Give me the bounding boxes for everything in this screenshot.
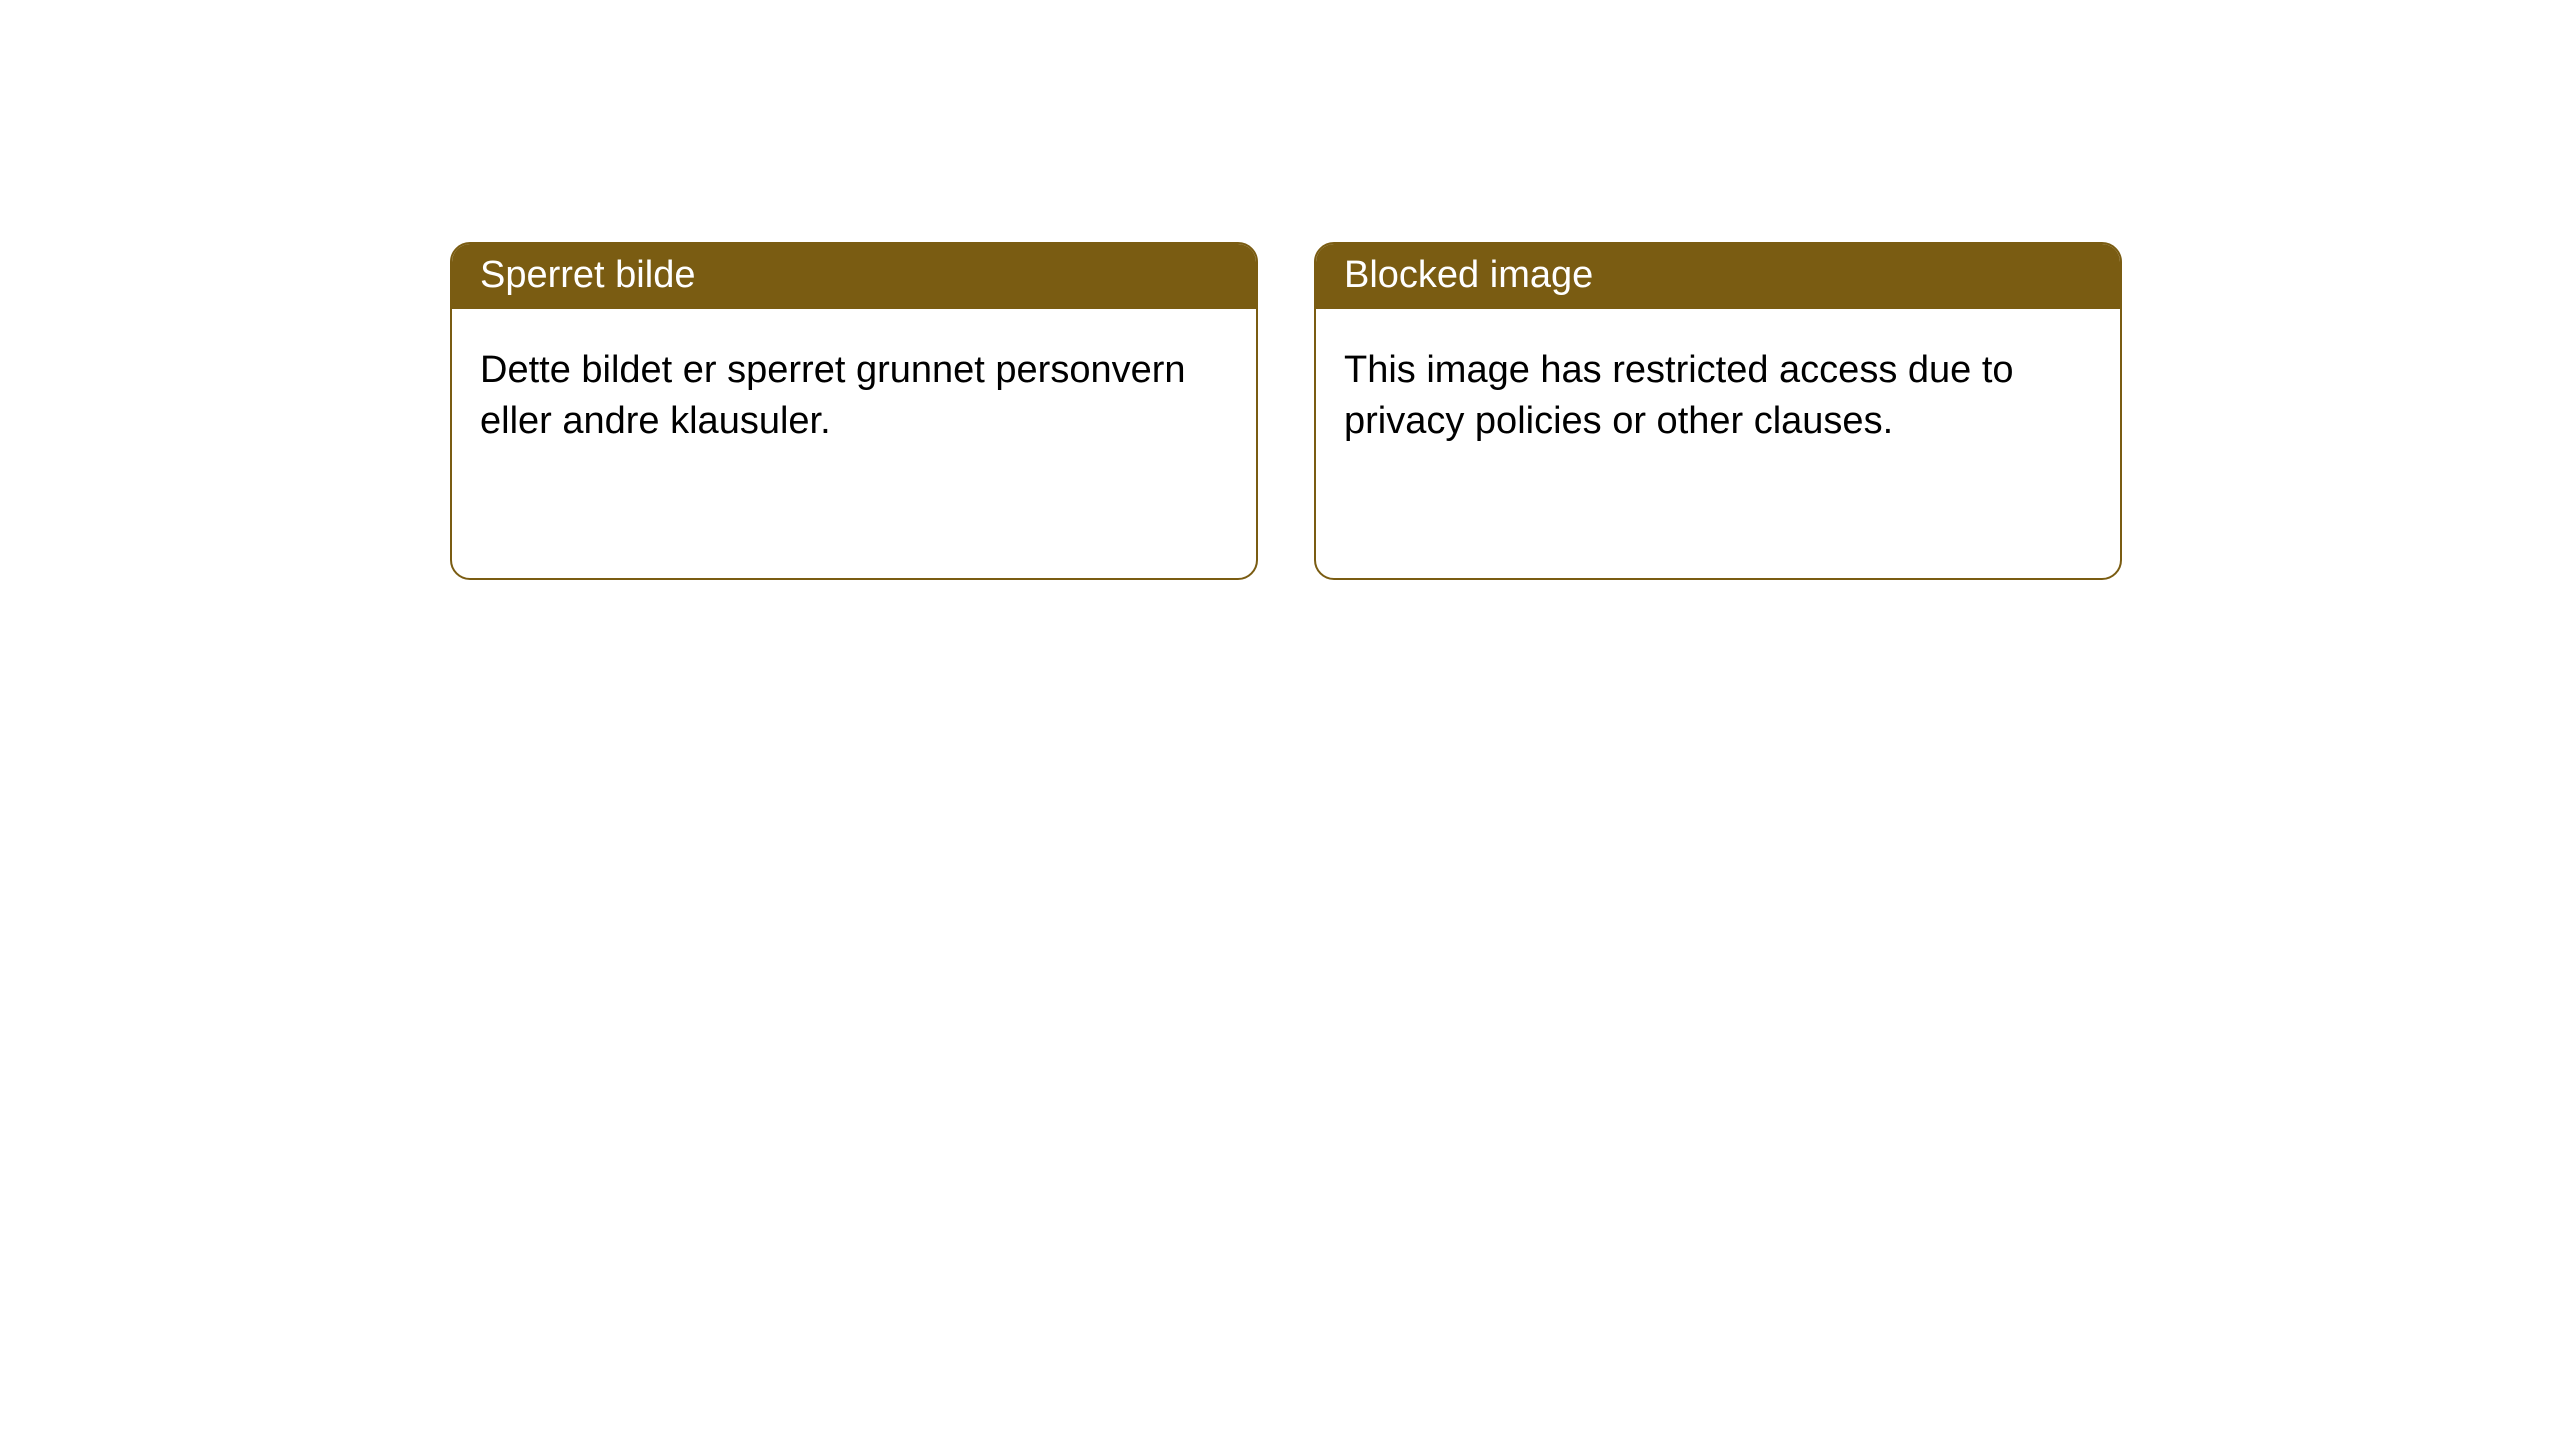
card-title-en: Blocked image	[1344, 254, 1593, 296]
blocked-image-card-en: Blocked image This image has restricted …	[1314, 242, 2122, 580]
card-title-no: Sperret bilde	[480, 254, 695, 296]
card-text-no: Dette bildet er sperret grunnet personve…	[480, 349, 1186, 442]
card-header-en: Blocked image	[1316, 244, 2120, 309]
notice-container: Sperret bilde Dette bildet er sperret gr…	[0, 0, 2560, 580]
card-body-en: This image has restricted access due to …	[1316, 309, 2120, 484]
card-text-en: This image has restricted access due to …	[1344, 349, 2014, 442]
card-body-no: Dette bildet er sperret grunnet personve…	[452, 309, 1256, 484]
blocked-image-card-no: Sperret bilde Dette bildet er sperret gr…	[450, 242, 1258, 580]
card-header-no: Sperret bilde	[452, 244, 1256, 309]
